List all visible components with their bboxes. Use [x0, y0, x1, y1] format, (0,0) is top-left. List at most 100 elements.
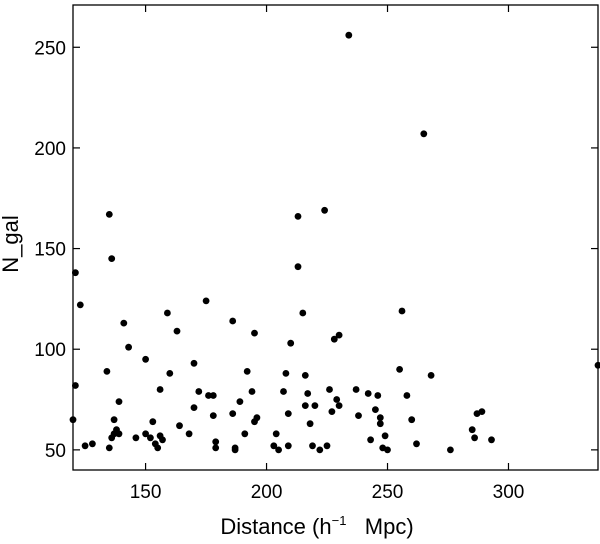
data-point	[166, 370, 174, 377]
data-point	[185, 430, 193, 438]
data-point	[280, 388, 287, 395]
data-point	[147, 434, 154, 442]
x-tick-label: 200	[251, 482, 283, 503]
data-point	[594, 361, 600, 369]
x-tick-label: 300	[493, 482, 525, 503]
data-point	[376, 420, 384, 428]
data-point	[284, 442, 292, 450]
data-point	[304, 390, 312, 397]
data-point	[413, 440, 420, 448]
data-point	[105, 211, 113, 218]
data-point	[212, 444, 220, 452]
data-point	[72, 269, 79, 277]
data-point	[284, 410, 292, 417]
plot-frame	[72, 4, 599, 471]
data-point	[120, 319, 128, 327]
data-point	[108, 255, 116, 262]
data-point	[176, 422, 183, 430]
data-point	[243, 368, 251, 375]
data-point	[164, 309, 171, 317]
data-point	[447, 446, 454, 454]
data-point	[248, 388, 256, 395]
data-point	[328, 408, 336, 415]
data-point	[468, 426, 476, 434]
data-point	[311, 402, 319, 409]
data-point	[294, 213, 302, 220]
x-axis-ticks: 150 200 250 300	[130, 5, 525, 503]
data-point	[335, 402, 343, 409]
data-point	[301, 402, 309, 409]
y-tick-label: 150	[34, 240, 66, 261]
data-point	[212, 438, 220, 446]
data-point	[398, 307, 406, 315]
x-tick-label: 250	[372, 482, 404, 503]
data-point	[364, 390, 372, 397]
x-tick-label: 150	[130, 482, 162, 503]
data-point	[326, 386, 333, 393]
data-point	[132, 434, 140, 442]
data-point	[205, 392, 212, 399]
data-point	[471, 434, 478, 442]
data-point	[427, 372, 435, 379]
data-point	[72, 382, 79, 389]
data-point	[241, 430, 249, 438]
data-point	[89, 440, 96, 448]
data-point	[149, 418, 157, 426]
data-point	[367, 436, 374, 444]
data-point	[287, 339, 295, 347]
data-point	[381, 432, 389, 440]
data-point	[403, 392, 411, 399]
data-points	[69, 31, 600, 454]
data-point	[374, 392, 382, 399]
data-point	[282, 370, 290, 377]
data-point	[420, 130, 428, 138]
data-point	[270, 442, 278, 450]
data-point	[154, 444, 162, 452]
data-point	[294, 263, 302, 271]
y-tick-label: 200	[34, 139, 66, 160]
data-point	[103, 368, 111, 375]
data-point	[335, 331, 343, 339]
data-point	[306, 420, 314, 428]
data-point	[209, 412, 217, 419]
data-point	[408, 416, 416, 424]
y-tick-label: 50	[45, 441, 66, 462]
y-tick-label: 100	[34, 340, 66, 361]
data-point	[231, 446, 239, 454]
data-point	[275, 446, 282, 454]
data-point	[229, 410, 237, 417]
data-point	[321, 206, 328, 214]
data-point	[330, 335, 338, 343]
data-point	[333, 396, 341, 403]
data-point	[372, 406, 379, 413]
x-axis-label: Distance (h−1 Mpc)	[220, 513, 413, 539]
data-point	[309, 442, 316, 450]
data-point	[299, 309, 307, 317]
y-axis-label: N_gal	[0, 215, 23, 272]
data-point	[488, 436, 495, 444]
data-point	[478, 408, 486, 415]
data-point	[115, 398, 123, 405]
data-point	[173, 327, 181, 335]
data-point	[202, 297, 210, 305]
data-point	[142, 355, 150, 363]
data-point	[396, 366, 403, 373]
data-point	[301, 372, 309, 379]
data-point	[376, 414, 384, 422]
data-point	[76, 301, 84, 309]
y-axis-ticks: 50 100 150 200 250	[34, 38, 598, 462]
data-point	[236, 398, 244, 405]
data-point	[142, 430, 150, 438]
data-point	[159, 436, 166, 444]
data-point	[190, 359, 198, 367]
data-point	[384, 446, 391, 454]
data-point	[110, 416, 118, 424]
data-point	[316, 446, 324, 454]
data-point	[190, 404, 198, 411]
data-point	[195, 388, 203, 395]
data-point	[251, 329, 258, 337]
data-point	[209, 392, 217, 399]
data-point	[272, 430, 280, 438]
data-point	[156, 386, 164, 393]
